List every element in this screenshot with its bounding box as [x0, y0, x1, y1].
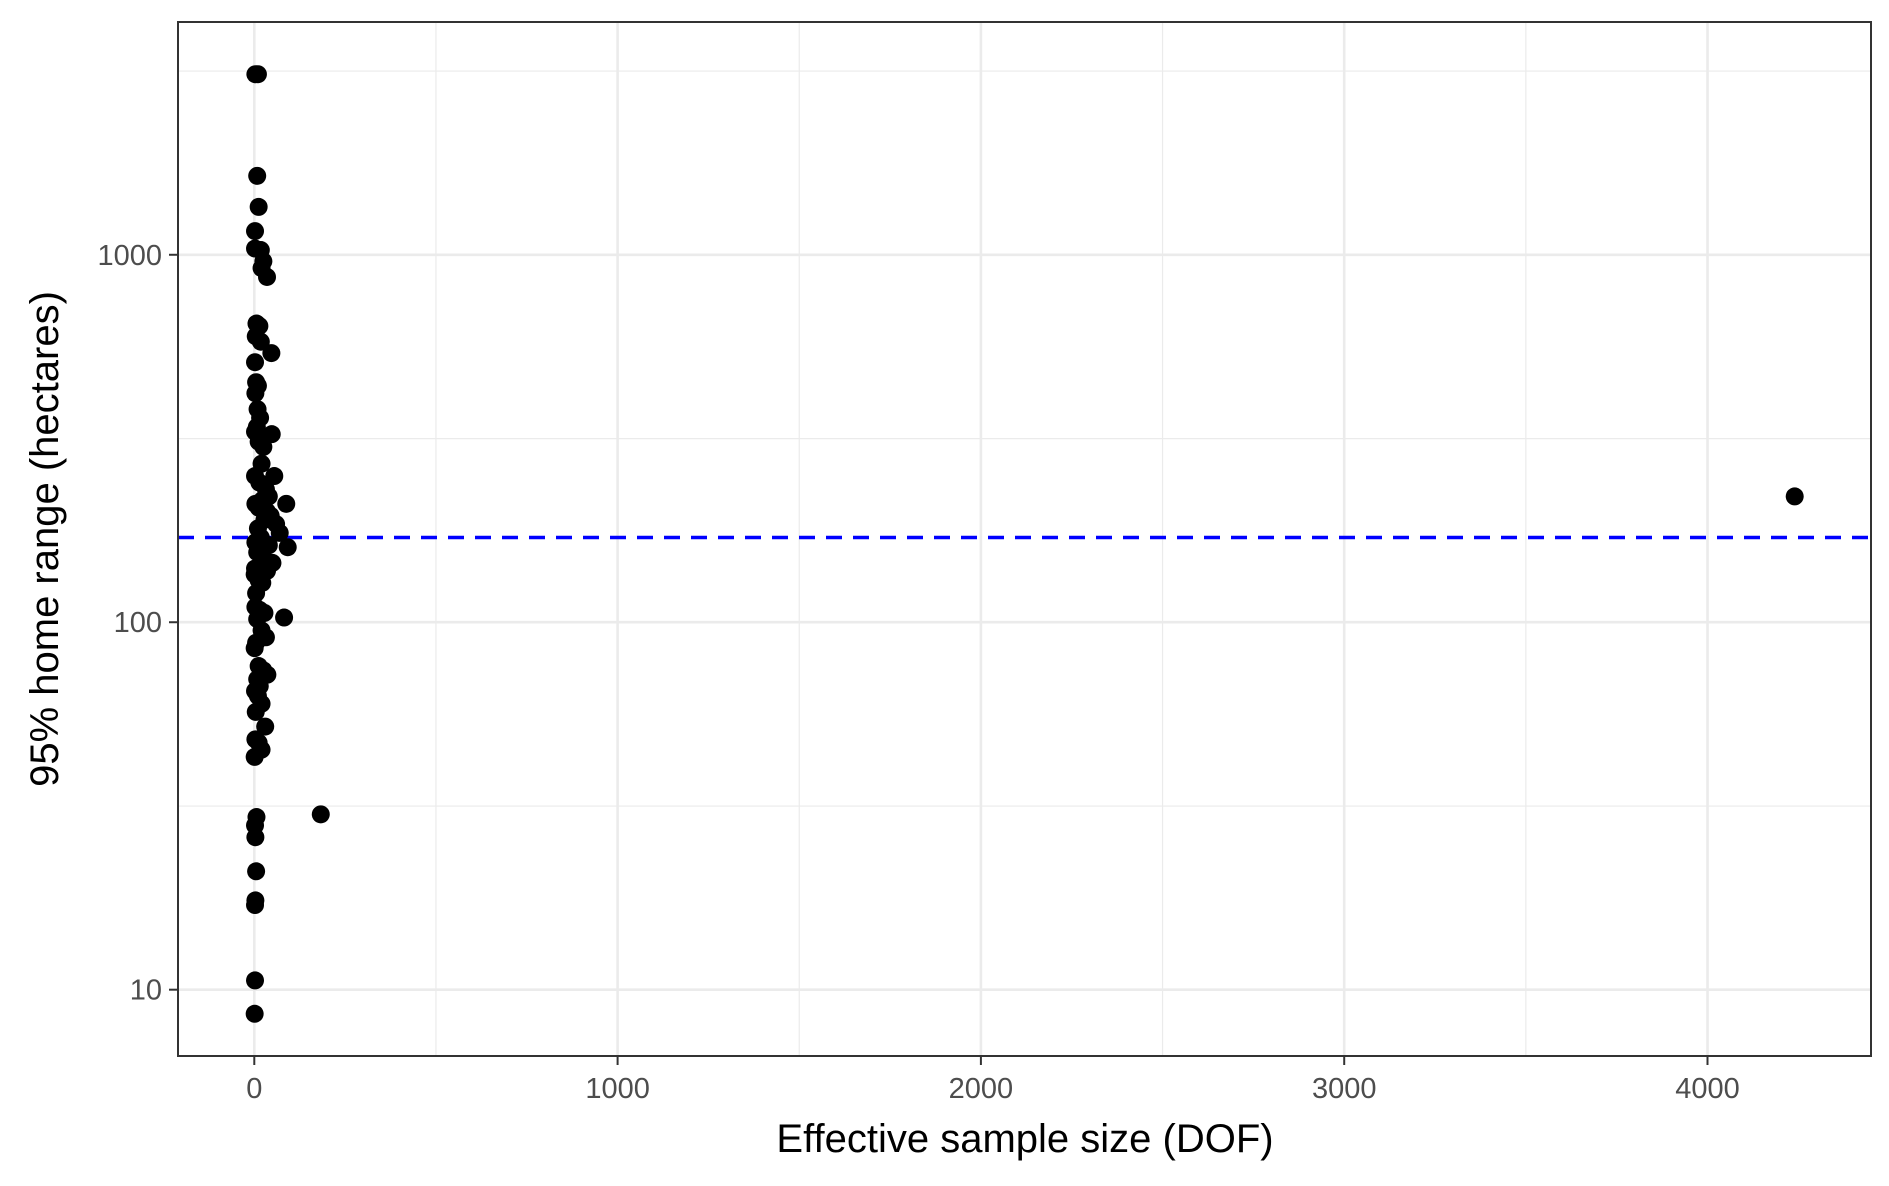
panel-border — [177, 21, 1872, 1057]
data-point — [246, 896, 265, 915]
data-point — [246, 702, 265, 721]
data-point — [277, 494, 296, 513]
data-point — [248, 65, 267, 84]
y-tick-label: 1000 — [97, 240, 162, 272]
data-point — [246, 222, 265, 241]
data-point — [275, 608, 294, 627]
x-tick-label: 4000 — [1675, 1073, 1740, 1105]
data-point — [258, 267, 277, 286]
x-tick-label: 3000 — [1312, 1073, 1377, 1105]
x-axis-title: Effective sample size (DOF) — [776, 1117, 1273, 1161]
y-tick-label: 10 — [130, 975, 162, 1007]
data-point — [256, 717, 275, 736]
data-point — [251, 332, 270, 351]
x-tick-label: 1000 — [585, 1073, 650, 1105]
data-point — [270, 523, 289, 542]
data-point — [248, 166, 267, 185]
data-point — [278, 538, 297, 557]
data-point — [245, 1004, 264, 1023]
data-point — [262, 425, 281, 444]
data-point — [262, 344, 281, 363]
x-tick-label: 2000 — [949, 1073, 1014, 1105]
data-point — [247, 584, 266, 603]
data-point — [247, 862, 266, 881]
axis-ticks: 0 1000 2000 3000 4000 10 100 1000 — [97, 240, 1739, 1105]
y-tick-label: 100 — [114, 607, 162, 639]
data-point — [246, 384, 265, 403]
x-tick-label: 0 — [246, 1073, 262, 1105]
data-point — [246, 971, 265, 990]
data-point — [1785, 487, 1804, 506]
data-point — [254, 437, 273, 456]
data-point — [245, 639, 264, 658]
data-point — [249, 197, 268, 216]
data-point — [265, 467, 284, 486]
data-point — [311, 805, 330, 824]
data-point — [246, 353, 265, 372]
y-axis-title: 95% home range (hectares) — [23, 291, 67, 787]
data-point — [245, 747, 264, 766]
data-point — [246, 828, 265, 847]
data-points — [245, 65, 1804, 1023]
